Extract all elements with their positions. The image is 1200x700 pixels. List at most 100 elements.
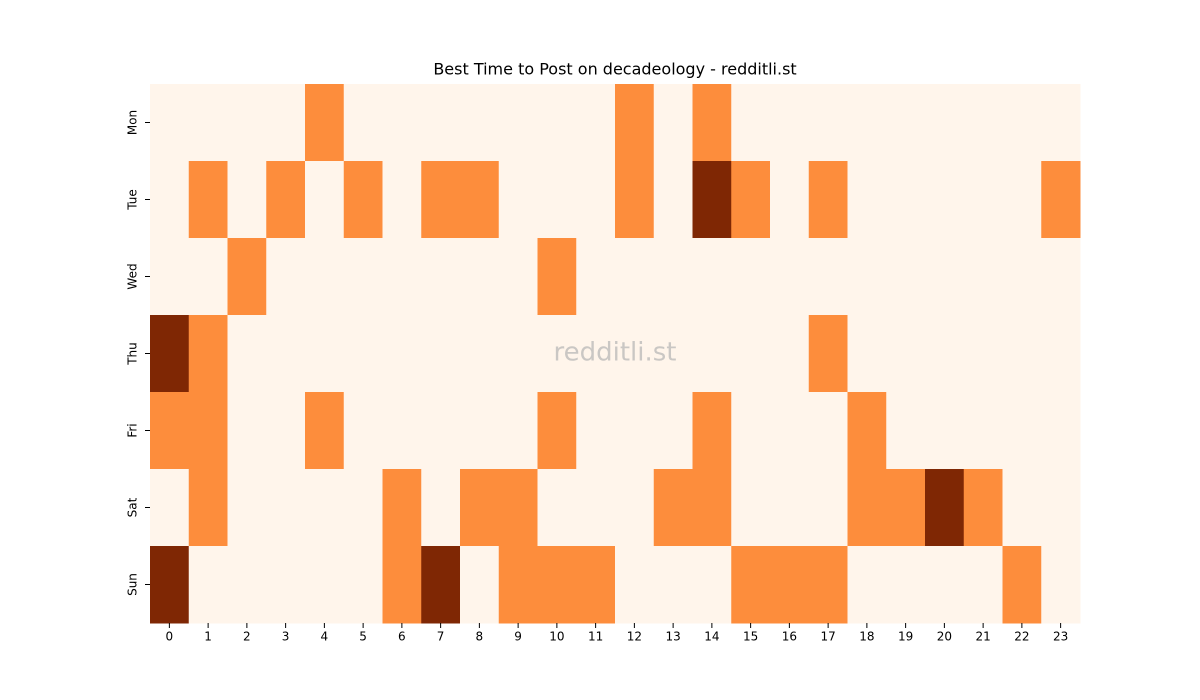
heatmap-cell bbox=[886, 315, 926, 393]
heatmap-cell bbox=[847, 315, 887, 393]
heatmap-cell bbox=[343, 546, 383, 624]
heatmap-cell bbox=[343, 161, 383, 239]
heatmap-cell bbox=[770, 161, 810, 239]
y-tick-label: Sat bbox=[126, 497, 140, 517]
heatmap-cell bbox=[421, 84, 461, 162]
heatmap-cell bbox=[692, 161, 732, 239]
heatmap-cell bbox=[963, 238, 1003, 316]
heatmap-cell bbox=[343, 469, 383, 547]
heatmap-cell bbox=[498, 469, 538, 547]
x-tick-label: 13 bbox=[665, 630, 680, 644]
x-tick-label: 1 bbox=[204, 630, 212, 644]
x-tick-label: 10 bbox=[549, 630, 564, 644]
heatmap-cell bbox=[615, 315, 655, 393]
heatmap-cell bbox=[770, 84, 810, 162]
heatmap-cell bbox=[150, 469, 190, 547]
heatmap-cell bbox=[808, 84, 848, 162]
heatmap-cell bbox=[188, 161, 228, 239]
heatmap-cell bbox=[653, 392, 693, 470]
heatmap-cell bbox=[227, 84, 267, 162]
heatmap-cell bbox=[227, 469, 267, 547]
heatmap-cell bbox=[266, 546, 306, 624]
heatmap-cell bbox=[770, 392, 810, 470]
heatmap-cell bbox=[537, 161, 577, 239]
heatmap-cell bbox=[576, 84, 616, 162]
heatmap-cell bbox=[692, 315, 732, 393]
heatmap-cell bbox=[963, 84, 1003, 162]
heatmap-cell bbox=[188, 469, 228, 547]
heatmap-cell bbox=[498, 315, 538, 393]
heatmap-cell bbox=[1041, 84, 1081, 162]
heatmap-cell bbox=[343, 392, 383, 470]
heatmap-cell bbox=[615, 84, 655, 162]
heatmap-cell bbox=[382, 546, 422, 624]
x-tick-label: 7 bbox=[437, 630, 445, 644]
heatmap-cell bbox=[537, 546, 577, 624]
heatmap-cell bbox=[886, 238, 926, 316]
heatmap-cell bbox=[460, 469, 500, 547]
heatmap-cell bbox=[1041, 546, 1081, 624]
heatmap-cell bbox=[692, 469, 732, 547]
x-tick-label: 9 bbox=[514, 630, 522, 644]
heatmap-cell bbox=[886, 469, 926, 547]
watermark: redditli.st bbox=[554, 338, 677, 368]
heatmap-cell bbox=[808, 238, 848, 316]
heatmap-cell bbox=[808, 469, 848, 547]
heatmap-cell bbox=[963, 315, 1003, 393]
heatmap-cell bbox=[847, 392, 887, 470]
heatmap-cell bbox=[847, 546, 887, 624]
x-tick-label: 3 bbox=[282, 630, 290, 644]
heatmap-cell bbox=[150, 238, 190, 316]
heatmap-cell bbox=[1002, 238, 1042, 316]
heatmap-cell bbox=[537, 315, 577, 393]
heatmap-cell bbox=[382, 238, 422, 316]
heatmap-cell bbox=[925, 315, 965, 393]
heatmap-cell bbox=[498, 84, 538, 162]
heatmap-cell bbox=[421, 469, 461, 547]
heatmap-cell bbox=[305, 84, 345, 162]
heatmap-cell bbox=[576, 161, 616, 239]
heatmap-cell bbox=[305, 161, 345, 239]
heatmap-cell bbox=[421, 161, 461, 239]
heatmap-cell bbox=[770, 546, 810, 624]
heatmap-cell bbox=[808, 161, 848, 239]
heatmap-cell bbox=[382, 161, 422, 239]
heatmap-cell bbox=[227, 546, 267, 624]
x-tick-label: 17 bbox=[820, 630, 835, 644]
x-tick-label: 6 bbox=[398, 630, 406, 644]
heatmap-cell bbox=[1041, 469, 1081, 547]
y-tick-label: Fri bbox=[126, 423, 140, 437]
heatmap-cell bbox=[847, 161, 887, 239]
heatmap-cell bbox=[1041, 161, 1081, 239]
heatmap-cell bbox=[382, 392, 422, 470]
heatmap-cell bbox=[227, 392, 267, 470]
x-tick-label: 19 bbox=[898, 630, 913, 644]
heatmap-cell bbox=[731, 84, 771, 162]
heatmap-cell bbox=[1002, 84, 1042, 162]
y-tick-label: Mon bbox=[126, 110, 140, 135]
heatmap-cell bbox=[925, 469, 965, 547]
heatmap-cell bbox=[421, 392, 461, 470]
heatmap-cell bbox=[498, 546, 538, 624]
heatmap-cell bbox=[808, 392, 848, 470]
x-tick-label: 2 bbox=[243, 630, 251, 644]
heatmap-cell bbox=[886, 546, 926, 624]
x-tick-label: 23 bbox=[1053, 630, 1068, 644]
heatmap-cell bbox=[653, 546, 693, 624]
heatmap-cell bbox=[266, 315, 306, 393]
x-tick-label: 15 bbox=[743, 630, 758, 644]
heatmap-cell bbox=[421, 238, 461, 316]
heatmap-cell bbox=[653, 315, 693, 393]
heatmap-cell bbox=[925, 392, 965, 470]
heatmap-cell bbox=[498, 238, 538, 316]
heatmap-cell bbox=[886, 161, 926, 239]
x-tick-label: 18 bbox=[859, 630, 874, 644]
heatmap-cell bbox=[537, 469, 577, 547]
heatmap-cell bbox=[576, 238, 616, 316]
heatmap-cell bbox=[731, 469, 771, 547]
heatmap-cell bbox=[615, 238, 655, 316]
heatmap-cell bbox=[963, 469, 1003, 547]
heatmap-cell bbox=[150, 315, 190, 393]
heatmap-cell bbox=[305, 469, 345, 547]
